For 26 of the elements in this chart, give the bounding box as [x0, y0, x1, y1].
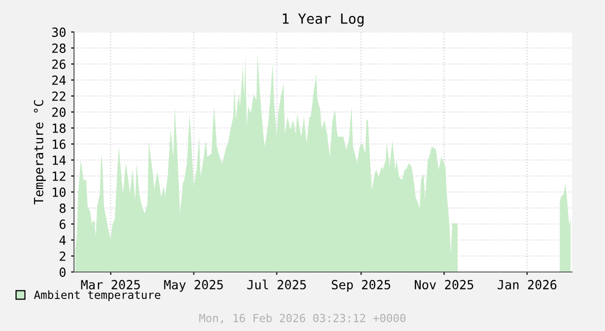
y-tick-label: 28 — [52, 44, 66, 53]
y-tick-label: 26 — [52, 60, 66, 69]
y-tick-label: 24 — [52, 76, 66, 85]
x-tick-label: May 2025 — [164, 280, 223, 292]
y-tick-label: 30 — [52, 28, 66, 37]
x-tick-label: Mar 2025 — [81, 280, 140, 290]
x-tick-label: Jul 2025 — [247, 280, 306, 290]
y-tick-label: 22 — [52, 92, 66, 101]
y-tick-label: 8 — [60, 204, 66, 213]
y-tick-label: 6 — [60, 220, 66, 229]
legend-label: Ambient temperature — [34, 290, 160, 302]
x-tick-label: Nov 2025 — [414, 280, 474, 290]
y-tick-label: 10 — [52, 188, 66, 197]
chart-title: 1 Year Log — [282, 14, 364, 27]
text: Mon, 16 Feb 2026 03:23:12 +0000 — [199, 314, 406, 324]
y-tick-label: 18 — [52, 124, 66, 133]
y-tick-label: 14 — [52, 156, 66, 165]
y-tick-label: 16 — [52, 140, 66, 149]
y-tick-label: 0 — [60, 268, 66, 277]
y-axis-title: Temperature °C — [34, 100, 46, 204]
y-tick-label: 12 — [52, 172, 66, 181]
y-tick-label: 20 — [52, 108, 66, 117]
y-tick-label: 4 — [59, 236, 66, 245]
y-tick-label: 2 — [60, 252, 66, 261]
x-tick-label: Sep 2025 — [332, 280, 390, 292]
x-tick-label: Jan 2026 — [498, 280, 556, 290]
